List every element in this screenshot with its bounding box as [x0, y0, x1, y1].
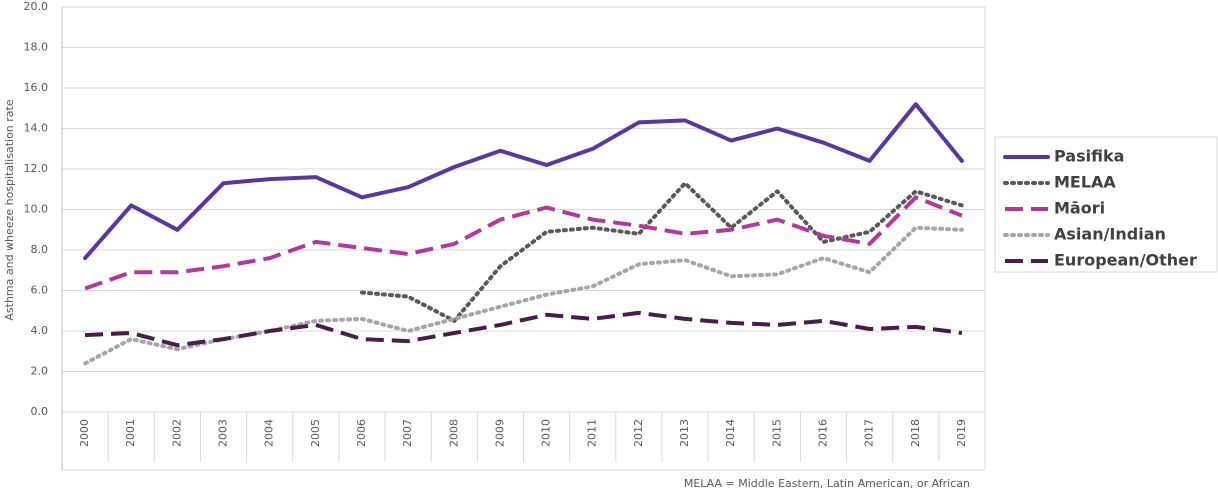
series-line — [83, 102, 964, 261]
series-line — [360, 181, 964, 323]
x-tick-label: 2009 — [493, 419, 506, 447]
x-tick-label: 2019 — [955, 419, 968, 447]
x-tick-label: 2002 — [170, 419, 183, 447]
legend-label: Māori — [1054, 199, 1105, 218]
y-tick-label: 0.0 — [31, 405, 49, 418]
x-tick-label: 2000 — [78, 419, 91, 447]
x-tick-label: 2012 — [632, 419, 645, 447]
y-tick-label: 16.0 — [24, 81, 49, 94]
x-tick-label: 2011 — [586, 419, 599, 447]
legend-label: MELAA — [1054, 173, 1116, 192]
footnote: MELAA = Middle Eastern, Latin American, … — [684, 477, 970, 490]
legend-label: Asian/Indian — [1054, 225, 1166, 244]
series-line — [85, 310, 963, 348]
x-tick-label: 2013 — [678, 419, 691, 447]
x-tick-label: 2001 — [124, 419, 137, 447]
x-tick-label: 2016 — [816, 419, 829, 447]
x-tick-label: 2018 — [909, 419, 922, 447]
y-tick-label: 20.0 — [24, 0, 49, 13]
x-tick-label: 2007 — [401, 419, 414, 447]
series-line — [83, 225, 964, 366]
x-tick-label: 2008 — [447, 419, 460, 447]
y-axis-label: Asthma and wheeze hospitalisation rate — [3, 99, 16, 320]
x-tick-label: 2010 — [540, 419, 553, 447]
x-tick-label: 2004 — [263, 419, 276, 447]
y-tick-label: 6.0 — [31, 284, 49, 297]
x-tick-label: 2014 — [724, 419, 737, 447]
x-tick-label: 2006 — [355, 419, 368, 447]
legend-label: Pasifika — [1054, 147, 1124, 166]
y-tick-label: 18.0 — [24, 41, 49, 54]
y-tick-label: 10.0 — [24, 203, 49, 216]
legend-box — [994, 136, 1218, 273]
y-tick-label: 4.0 — [31, 324, 49, 337]
y-tick-label: 8.0 — [31, 243, 49, 256]
x-tick-label: 2005 — [309, 419, 322, 447]
x-tick-label: 2003 — [217, 419, 230, 447]
y-tick-label: 12.0 — [24, 162, 49, 175]
legend-label: European/Other — [1054, 251, 1197, 270]
series-line — [84, 195, 963, 291]
x-tick-label: 2015 — [770, 419, 783, 447]
y-tick-label: 2.0 — [31, 365, 49, 378]
y-tick-label: 14.0 — [24, 122, 49, 135]
x-tick-label: 2017 — [863, 419, 876, 447]
